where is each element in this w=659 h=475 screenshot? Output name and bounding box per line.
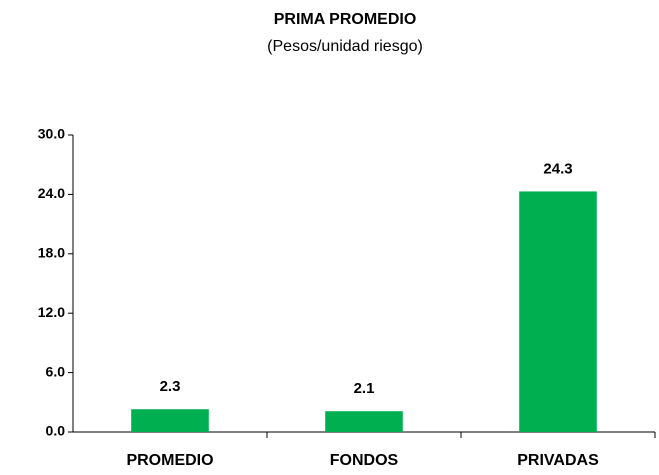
y-tick-label: 24.0 [38, 185, 65, 201]
chart-title: PRIMA PROMEDIO [274, 11, 417, 28]
y-tick-label: 6.0 [46, 363, 66, 379]
bar [519, 191, 597, 432]
y-tick-label: 30.0 [38, 126, 65, 142]
x-tick-label: PRIVADAS [517, 452, 599, 469]
data-label: 2.1 [354, 380, 375, 397]
bar [131, 409, 209, 432]
data-label: 24.3 [543, 160, 572, 177]
y-tick-label: 18.0 [38, 245, 65, 261]
data-label: 2.3 [160, 378, 181, 395]
bar [325, 411, 403, 432]
chart-subtitle: (Pesos/unidad riesgo) [267, 38, 423, 55]
y-tick-label: 12.0 [38, 304, 65, 320]
x-tick-label: PROMEDIO [126, 452, 213, 469]
x-tick-label: FONDOS [330, 452, 399, 469]
y-tick-label: 0.0 [46, 423, 66, 439]
